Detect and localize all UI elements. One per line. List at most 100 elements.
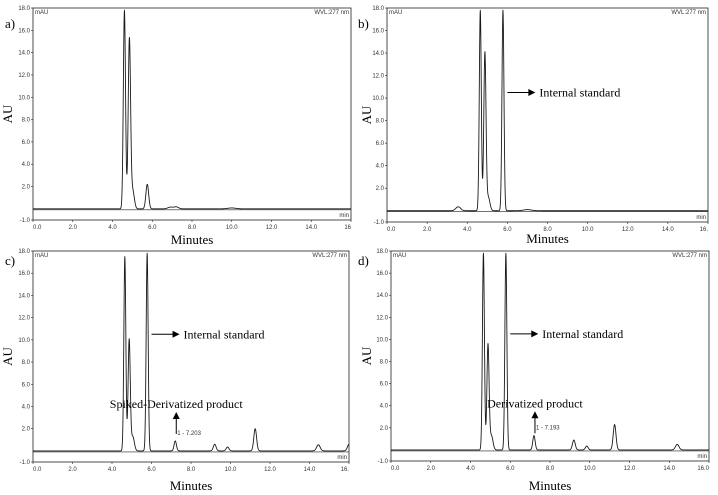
y-tick-label: -1.0 bbox=[378, 459, 389, 465]
annotation-arrow-head bbox=[531, 411, 539, 419]
plot-frame bbox=[32, 7, 352, 221]
y-tick-label: -1.0 bbox=[20, 460, 31, 466]
panel-label: b) bbox=[358, 16, 369, 31]
x-tick-label: 2.0 bbox=[69, 225, 78, 231]
y-tick-label: 10.0 bbox=[376, 337, 388, 343]
x-tick-label: 14.0 bbox=[304, 467, 316, 473]
x-tick-label: 12.0 bbox=[622, 227, 634, 233]
annotation-label: Internal standard bbox=[539, 85, 620, 99]
x-tick-label: 16. bbox=[341, 467, 350, 473]
y-axis-label: AU bbox=[359, 105, 374, 124]
y-tick-label: 12.0 bbox=[18, 73, 30, 79]
x-tick-label: 2.0 bbox=[423, 227, 432, 233]
x-axis-label: Minutes bbox=[529, 478, 572, 493]
chart-panel-4: d) mAU WVL:277 nm min 0.0 2.0 4.0 6.0 8.0 10.0 12.… bbox=[358, 249, 710, 493]
x-tick-label: 4.0 bbox=[466, 466, 475, 472]
x-tick-label: 12.0 bbox=[624, 466, 636, 472]
chart-panel-3: c) mAU WVL:277 nm min 0.0 2.0 4.0 6.0 8.0 10.0 12.… bbox=[0, 249, 350, 493]
y-tick-label: 14.0 bbox=[18, 293, 30, 299]
y-axis-label: AU bbox=[359, 346, 374, 365]
x-tick-label: 4.0 bbox=[463, 227, 472, 233]
wavelength-label: WVL:277 nm bbox=[314, 10, 349, 16]
y-tick-label: 8.0 bbox=[22, 118, 31, 124]
y-tick-label: 6.0 bbox=[22, 140, 31, 146]
y-tick-label: 6.0 bbox=[380, 382, 389, 388]
y-tick-label: -1.0 bbox=[20, 218, 31, 224]
y-tick-label: 18.0 bbox=[376, 249, 388, 255]
annotation-label: Internal standard bbox=[542, 327, 623, 341]
y-tick-label: 4.0 bbox=[376, 164, 385, 170]
x-tick-label: 16 bbox=[344, 225, 351, 231]
chromatogram-trace bbox=[33, 9, 351, 210]
y-tick-label: 12.0 bbox=[372, 74, 384, 80]
y-tick-label: 8.0 bbox=[380, 360, 389, 366]
y-tick-label: 18.0 bbox=[18, 6, 30, 12]
x-tick-label: 6.0 bbox=[147, 467, 156, 473]
y-tick-label: 4.0 bbox=[22, 404, 31, 410]
y-tick-label: 12.0 bbox=[18, 316, 30, 322]
x-tick-label: 14.0 bbox=[663, 466, 675, 472]
x-tick-label: 6.0 bbox=[503, 227, 512, 233]
y-tick-label: 2.0 bbox=[376, 186, 385, 192]
x-tick-label: 10.0 bbox=[225, 467, 237, 473]
x-tick-label: 8.0 bbox=[187, 467, 196, 473]
y-tick-label: 18.0 bbox=[372, 6, 384, 12]
y-tick-label: 14.0 bbox=[376, 293, 388, 299]
time-unit-label: min bbox=[339, 213, 349, 219]
x-tick-label: 16.0 bbox=[697, 466, 709, 472]
annotation-arrow-head bbox=[172, 330, 180, 338]
unit-label: mAU bbox=[35, 10, 48, 16]
unit-label: mAU bbox=[35, 253, 48, 259]
x-tick-label: 0.0 bbox=[387, 227, 396, 233]
y-tick-label: 10.0 bbox=[372, 96, 384, 102]
y-tick-label: 10.0 bbox=[18, 338, 30, 344]
wavelength-label: WVL:277 nm bbox=[672, 253, 707, 259]
x-tick-label: 0.0 bbox=[391, 466, 400, 472]
x-tick-label: 2.0 bbox=[68, 467, 77, 473]
x-tick-label: 8.0 bbox=[188, 225, 197, 231]
x-tick-label: 16. bbox=[700, 227, 709, 233]
y-tick-label: 4.0 bbox=[380, 404, 389, 410]
y-tick-label: 16.0 bbox=[372, 29, 384, 35]
time-unit-label: min bbox=[696, 215, 706, 221]
x-tick-label: 14.0 bbox=[662, 227, 674, 233]
x-tick-label: 4.0 bbox=[108, 225, 117, 231]
y-tick-label: 2.0 bbox=[22, 427, 31, 433]
time-unit-label: min bbox=[337, 455, 347, 461]
x-tick-label: 8.0 bbox=[543, 227, 552, 233]
x-tick-label: 10.0 bbox=[226, 225, 238, 231]
x-tick-label: 6.0 bbox=[148, 225, 157, 231]
x-tick-label: 4.0 bbox=[108, 467, 117, 473]
annotation-arrow-head bbox=[172, 412, 180, 420]
chart-panel-1: a) mAU WVL:277 nm min 0.0 2.0 4.0 6.0 8.0 10.0 12.… bbox=[0, 6, 352, 247]
wavelength-label: WVL:277 nm bbox=[671, 10, 706, 16]
y-tick-label: 8.0 bbox=[22, 360, 31, 366]
x-axis-label: Minutes bbox=[526, 231, 569, 246]
x-tick-label: 10.0 bbox=[582, 227, 594, 233]
chromatogram-trace bbox=[33, 252, 349, 452]
y-tick-label: 16.0 bbox=[376, 271, 388, 277]
y-tick-label: 16.0 bbox=[18, 271, 30, 277]
x-tick-label: 2.0 bbox=[427, 466, 436, 472]
unit-label: mAU bbox=[389, 10, 402, 16]
annotation-label: Spiked-Derivatized product bbox=[110, 397, 244, 411]
y-tick-label: 16.0 bbox=[18, 28, 30, 34]
y-axis-label: AU bbox=[0, 104, 15, 123]
x-tick-label: 0.0 bbox=[33, 467, 42, 473]
y-tick-label: 8.0 bbox=[376, 119, 385, 125]
y-tick-label: 2.0 bbox=[22, 185, 31, 191]
panel-label: c) bbox=[5, 253, 15, 268]
y-tick-label: 14.0 bbox=[18, 51, 30, 57]
x-axis-label: Minutes bbox=[170, 478, 213, 493]
y-tick-label: -1.0 bbox=[374, 220, 385, 226]
panel-label: d) bbox=[358, 253, 369, 268]
peak-label: 1 - 7.193 bbox=[536, 426, 560, 432]
y-tick-label: 4.0 bbox=[22, 162, 31, 168]
annotation-label: Derivatized product bbox=[487, 396, 583, 410]
annotation-arrow-head bbox=[531, 330, 539, 338]
x-tick-label: 14.0 bbox=[305, 225, 317, 231]
x-tick-label: 6.0 bbox=[506, 466, 515, 472]
y-tick-label: 6.0 bbox=[376, 141, 385, 147]
chromatogram-trace bbox=[387, 9, 708, 212]
